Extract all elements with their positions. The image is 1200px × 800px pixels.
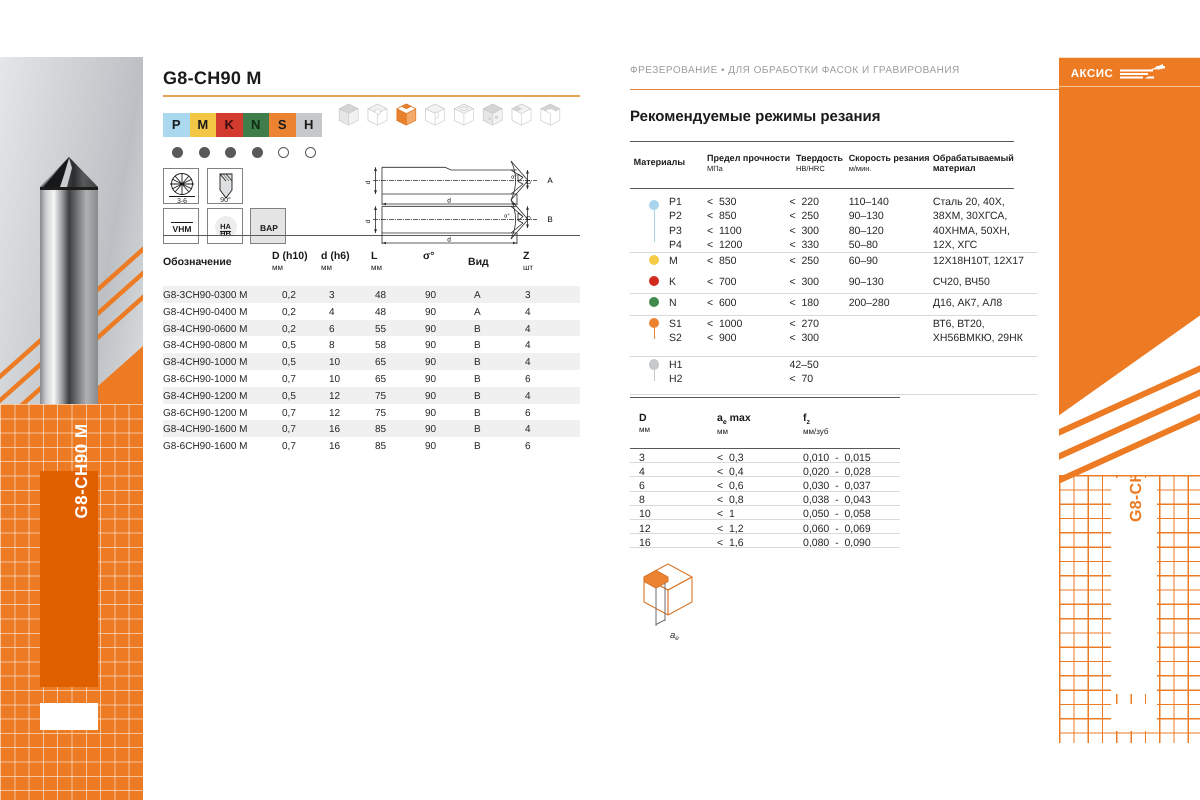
svg-text:A: A [547, 176, 553, 185]
svg-text:d: d [447, 237, 451, 244]
svg-text:α°: α° [504, 214, 509, 220]
svg-text:B: B [547, 215, 552, 224]
svg-text:α°: α° [511, 175, 516, 181]
svg-text:D: D [526, 179, 533, 184]
svg-text:D: D [526, 215, 533, 220]
svg-text:d: d [365, 219, 372, 223]
svg-text:d: d [365, 180, 372, 184]
